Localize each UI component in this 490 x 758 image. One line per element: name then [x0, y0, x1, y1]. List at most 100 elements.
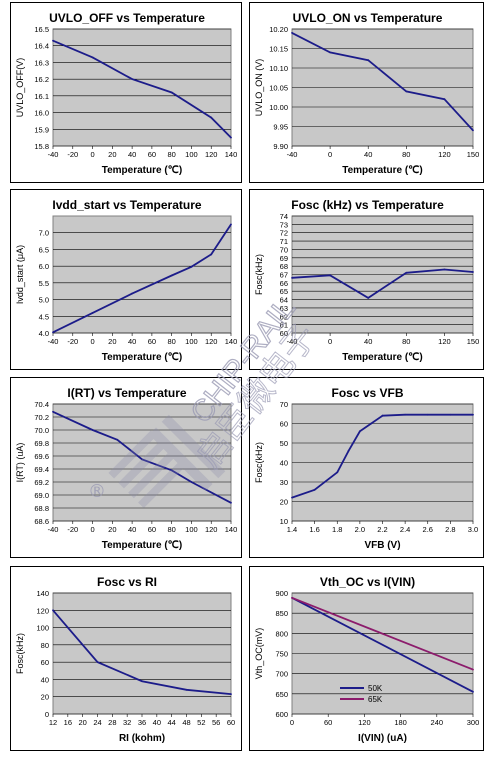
y-tick-label: 70.2	[34, 413, 49, 422]
y-tick-label: 16.5	[34, 25, 49, 34]
x-tick-label: 1.6	[309, 525, 319, 534]
series-line	[291, 268, 474, 299]
y-axis-label: Ivdd_start (μA)	[15, 245, 25, 304]
chart-panel-fosc-ri: Fosc vs RI 0 20 40 60 80 100 120 140 12 16 20 24 28 32…	[10, 566, 242, 751]
y-tick-label: 9.95	[273, 123, 288, 132]
x-tick-label: 240	[431, 718, 444, 727]
chart-uvlo-on: UVLO_ON vs Temperature 9.90 9.95 10.00 10.05…	[254, 11, 480, 176]
x-tick-label: -40	[48, 525, 59, 534]
y-tick-label: 6.0	[39, 262, 49, 271]
x-tick-label: 36	[138, 718, 146, 727]
series-line	[291, 596, 474, 671]
data-point	[472, 413, 474, 416]
y-tick-label: 10.20	[269, 25, 288, 34]
x-tick-label: 60	[148, 150, 156, 159]
x-axis-label: Temperature (℃)	[102, 540, 183, 551]
data-point	[52, 410, 54, 413]
y-axis-label: Fosc(kHz)	[254, 254, 264, 295]
chart-panel-uvlo-off: UVLO_OFF vs Temperature 15.8 15.9 16.0 16.1 1…	[10, 2, 242, 183]
x-tick-label: 52	[197, 718, 205, 727]
chart-title: Vth_OC vs I(VIN)	[320, 575, 415, 589]
y-tick-label: 70	[280, 245, 288, 254]
x-axis-label: Temperature (℃)	[342, 352, 423, 363]
x-tick-label: 150	[467, 150, 480, 159]
x-tick-label: 0	[290, 718, 294, 727]
y-axis-label: UVLO_ON (V)	[254, 59, 264, 117]
x-tick-label: 80	[167, 525, 175, 534]
x-tick-label: 0	[90, 525, 94, 534]
y-tick-label: 140	[36, 589, 49, 598]
chart-panel-ivdd-start: Ivdd_start vs Temperature 4.0 4.5 5.0 5.5 6.0…	[10, 189, 242, 370]
chart-panel-uvlo-on: UVLO_ON vs Temperature 9.90 9.95 10.00 10.05…	[249, 2, 484, 183]
data-point	[472, 668, 474, 671]
data-point	[472, 271, 474, 273]
x-tick-label: -40	[287, 337, 298, 346]
data-point	[291, 32, 293, 34]
x-tick-label: 40	[364, 337, 372, 346]
data-point	[405, 271, 408, 274]
x-tick-label: 1.4	[287, 525, 297, 534]
x-tick-label: 0	[90, 150, 94, 159]
data-point	[472, 129, 474, 132]
y-tick-label: 69.6	[34, 452, 49, 461]
y-tick-label: 60	[280, 329, 288, 338]
y-tick-label: 68	[280, 262, 288, 271]
y-tick-label: 800	[275, 629, 288, 638]
x-tick-label: 48	[182, 718, 190, 727]
y-tick-label: 9.90	[273, 142, 288, 151]
data-point	[141, 458, 143, 461]
x-axis-label: I(VIN) (uA)	[358, 733, 407, 744]
x-tick-label: 80	[402, 150, 410, 159]
data-point	[291, 496, 293, 499]
data-point	[190, 265, 193, 268]
data-point	[329, 51, 332, 54]
y-tick-label: 10	[280, 517, 288, 526]
data-point	[91, 56, 94, 59]
data-point	[367, 59, 370, 62]
y-tick-label: 10.15	[269, 45, 288, 54]
data-point	[367, 297, 370, 299]
chart-vth-oc: Vth_OC vs I(VIN) 600 650 700 750 800 850 900 0 60…	[254, 575, 479, 744]
x-tick-label: 100	[185, 525, 198, 534]
y-tick-label: 40	[41, 675, 49, 684]
y-tick-label: 60	[41, 658, 49, 667]
x-axis-label: Temperature (℃)	[102, 165, 183, 176]
x-tick-label: 2.4	[400, 525, 410, 534]
y-tick-label: 63	[280, 304, 288, 313]
x-tick-label: 56	[212, 718, 220, 727]
data-point	[116, 438, 119, 441]
data-point	[291, 596, 293, 599]
y-tick-label: 40	[280, 459, 288, 468]
chart-title: UVLO_OFF vs Temperature	[49, 11, 205, 25]
x-tick-label: 16	[64, 718, 72, 727]
y-tick-label: 600	[275, 710, 288, 719]
legend-label: 65K	[368, 695, 383, 704]
chart-fosc-ri: Fosc vs RI 0 20 40 60 80 100 120 140 12 16 20 24 28 32…	[15, 575, 235, 744]
chart-panel-irt: I(RT) vs Temperature 68.6 68.8 69.0 69.2 69.4…	[10, 377, 242, 558]
y-tick-label: 69.4	[34, 465, 49, 474]
data-point	[91, 312, 94, 314]
y-tick-label: 70.4	[34, 400, 49, 409]
data-point	[404, 413, 407, 416]
data-point	[443, 98, 446, 101]
x-tick-label: 28	[108, 718, 116, 727]
data-point	[336, 471, 339, 474]
x-tick-label: -20	[67, 525, 78, 534]
data-point	[449, 413, 452, 416]
x-tick-label: 120	[438, 150, 451, 159]
data-point	[370, 422, 373, 425]
x-axis-label: Temperature (℃)	[102, 352, 183, 363]
y-tick-label: 64	[280, 296, 288, 305]
y-tick-label: 4.0	[39, 329, 49, 338]
y-axis-label: Vth_OC(mV)	[254, 628, 264, 680]
y-tick-label: 74	[280, 212, 288, 221]
x-tick-label: 12	[49, 718, 57, 727]
x-tick-label: 20	[108, 525, 116, 534]
y-axis-label: Fosc(kHz)	[15, 633, 25, 674]
data-point	[170, 274, 173, 277]
x-tick-label: 120	[205, 337, 218, 346]
data-point	[96, 661, 99, 664]
chart-title: UVLO_ON vs Temperature	[293, 11, 443, 25]
x-tick-label: 100	[185, 150, 198, 159]
x-tick-label: 150	[467, 337, 480, 346]
